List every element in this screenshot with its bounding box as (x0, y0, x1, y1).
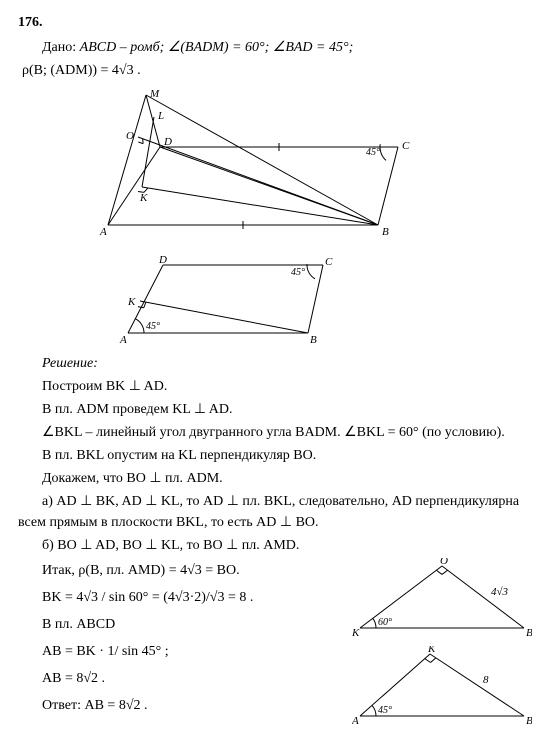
answer-label: Ответ: (42, 698, 81, 713)
svg-text:O: O (440, 558, 448, 567)
svg-text:K: K (352, 627, 360, 638)
svg-text:C: C (325, 256, 333, 268)
svg-text:B: B (526, 715, 532, 726)
given-line2: ρ(B; (ADM)) = 4√3 . (22, 60, 532, 81)
sol-l3: ∠BKL – линейный угол двугранного угла BA… (18, 422, 532, 443)
answer-value: AB = 8√2 . (84, 698, 147, 713)
sol-l1: Построим BK ⊥ AD. (18, 376, 532, 397)
sol-l8: Итак, ρ(B, пл. AMD) = 4√3 = BO. (18, 560, 352, 581)
svg-text:O: O (126, 130, 134, 142)
answer: Ответ: AB = 8√2 . (18, 695, 352, 716)
given-text1: ABCD – ромб; ∠(BADM) = 60°; ∠BAD = 45°; (80, 40, 354, 55)
svg-text:45°: 45° (291, 267, 305, 278)
svg-text:45°: 45° (146, 321, 160, 332)
svg-text:8: 8 (483, 674, 489, 686)
given-line1: Дано: ABCD – ромб; ∠(BADM) = 60°; ∠BAD =… (18, 37, 532, 58)
svg-text:D: D (158, 254, 167, 266)
svg-text:A: A (99, 226, 107, 237)
sol-l7: б) BO ⊥ AD, BO ⊥ KL, то BO ⊥ пл. AMD. (18, 535, 532, 556)
side-triangles: 60° 4√3 O K B 45° 8 K A B (352, 558, 532, 726)
solution-heading: Решение: (18, 353, 532, 374)
figure-small: 45° 45° A B C D K (108, 245, 532, 345)
svg-text:K: K (127, 296, 136, 308)
eq-ab2: AB = 8√2 . (42, 668, 352, 689)
svg-text:4√3: 4√3 (491, 586, 509, 598)
sol-l5: Докажем, что BO ⊥ пл. ADM. (18, 468, 532, 489)
svg-text:45°: 45° (378, 705, 392, 716)
sol-l6: а) AD ⊥ BK, AD ⊥ KL, то AD ⊥ пл. BKL, сл… (18, 491, 532, 533)
problem-number: 176. (18, 12, 532, 33)
eq-bk: BK = 4√3 / sin 60° = (4√3·2)/√3 = 8 . (42, 587, 352, 608)
sol-l9: В пл. ABCD (18, 614, 352, 635)
sol-l4: В пл. BKL опустим на KL перпендикуляр BO… (18, 445, 532, 466)
eq-ab1: AB = BK · 1/ sin 45° ; (42, 641, 352, 662)
svg-text:L: L (157, 110, 164, 122)
svg-text:60°: 60° (378, 617, 392, 628)
sol-l2: В пл. ADM проведем KL ⊥ AD. (18, 399, 532, 420)
figure-main: 45° A B C D M O K L (88, 87, 532, 237)
svg-text:D: D (163, 136, 172, 148)
svg-text:45°: 45° (366, 147, 380, 158)
svg-text:B: B (310, 334, 317, 345)
svg-text:K: K (427, 646, 436, 655)
svg-text:B: B (526, 627, 532, 638)
svg-text:C: C (402, 140, 410, 152)
given-label: Дано: (42, 40, 76, 55)
svg-text:K: K (139, 192, 148, 204)
svg-text:M: M (149, 88, 160, 100)
svg-text:B: B (382, 226, 389, 237)
svg-text:A: A (352, 715, 359, 726)
svg-text:A: A (119, 334, 127, 345)
